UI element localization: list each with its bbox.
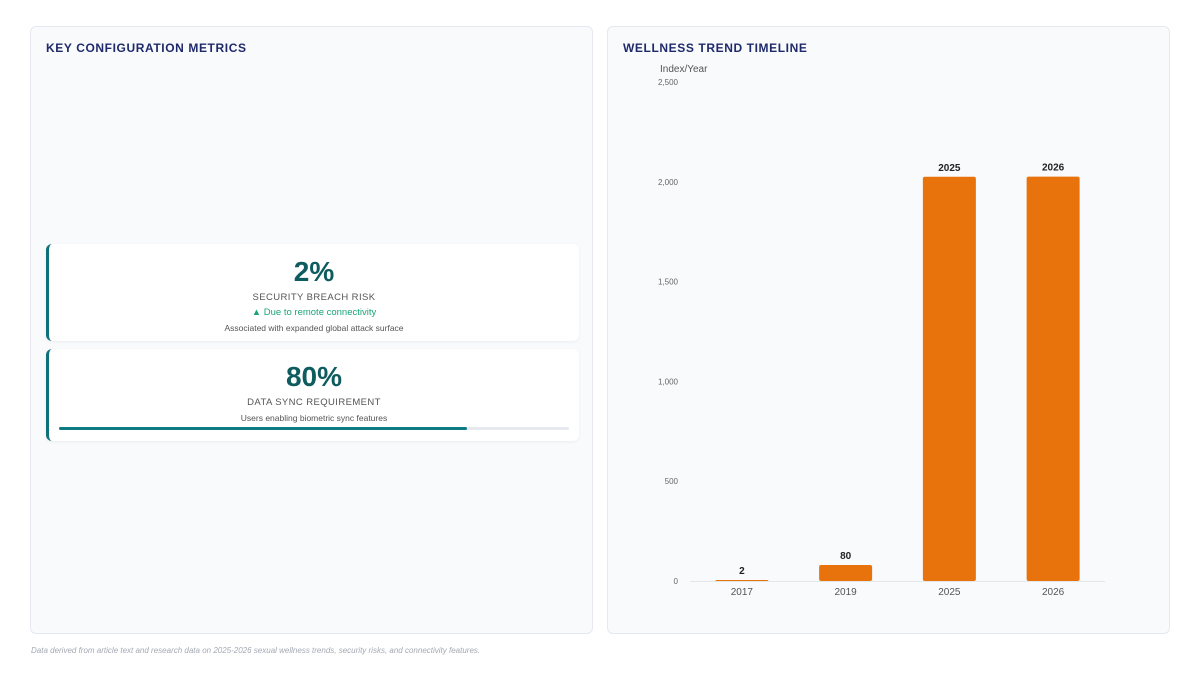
data-sync-label: DATA SYNC REQUIREMENT [247, 397, 381, 408]
x-tick-label-2017: 2017 [731, 587, 754, 598]
data-label-2026: 2026 [1042, 163, 1065, 174]
y-tick-label: 1,500 [658, 278, 679, 287]
data-sync-card: 80% DATA SYNC REQUIREMENT Users enabling… [46, 349, 579, 441]
y-axis-label: Index/Year [660, 64, 708, 75]
security-breach-trend: ▲ Due to remote connectivity [251, 307, 377, 318]
wellness-trend-chart: Index/Year 0 500 1,000 1,500 2,000 2,500 2 2017 8… [658, 64, 1105, 598]
data-sync-value: 80% [285, 361, 343, 392]
y-tick-label: 1,000 [658, 377, 679, 386]
key-metrics-panel: KEY CONFIGURATION METRICS 2% SECURITY BR… [30, 26, 593, 634]
data-sync-progress-fill [59, 427, 467, 430]
x-tick-label-2026: 2026 [1042, 587, 1065, 598]
data-sync-note: Users enabling biometric sync features [240, 413, 388, 423]
wellness-trend-title: WELLNESS TREND TIMELINE [623, 41, 808, 55]
key-metrics-title: KEY CONFIGURATION METRICS [46, 41, 247, 55]
data-label-2025: 2025 [938, 163, 961, 174]
security-breach-value: 2% [293, 256, 335, 287]
data-label-2017: 2 [739, 566, 745, 577]
y-tick-label: 0 [674, 577, 679, 586]
y-tick-label: 2,000 [658, 178, 679, 187]
footer-note: Data derived from article text and resea… [31, 646, 481, 655]
wellness-trend-panel: WELLNESS TREND TIMELINE Index/Year 0 500 1,… [607, 26, 1170, 634]
bar-2025 [922, 176, 976, 581]
x-tick-label-2019: 2019 [835, 587, 858, 598]
security-breach-note: Associated with expanded global attack s… [224, 323, 404, 333]
bar-2019 [819, 565, 873, 581]
data-sync-progress-track [59, 427, 569, 430]
y-tick-label: 2,500 [658, 78, 679, 87]
security-breach-card: 2% SECURITY BREACH RISK ▲ Due to remote … [46, 244, 579, 341]
security-breach-label: SECURITY BREACH RISK [252, 292, 376, 303]
bar-2026 [1026, 176, 1080, 581]
y-tick-label: 500 [665, 477, 679, 486]
data-label-2019: 80 [840, 551, 852, 562]
x-tick-label-2025: 2025 [938, 587, 961, 598]
bar-2017 [715, 580, 769, 581]
